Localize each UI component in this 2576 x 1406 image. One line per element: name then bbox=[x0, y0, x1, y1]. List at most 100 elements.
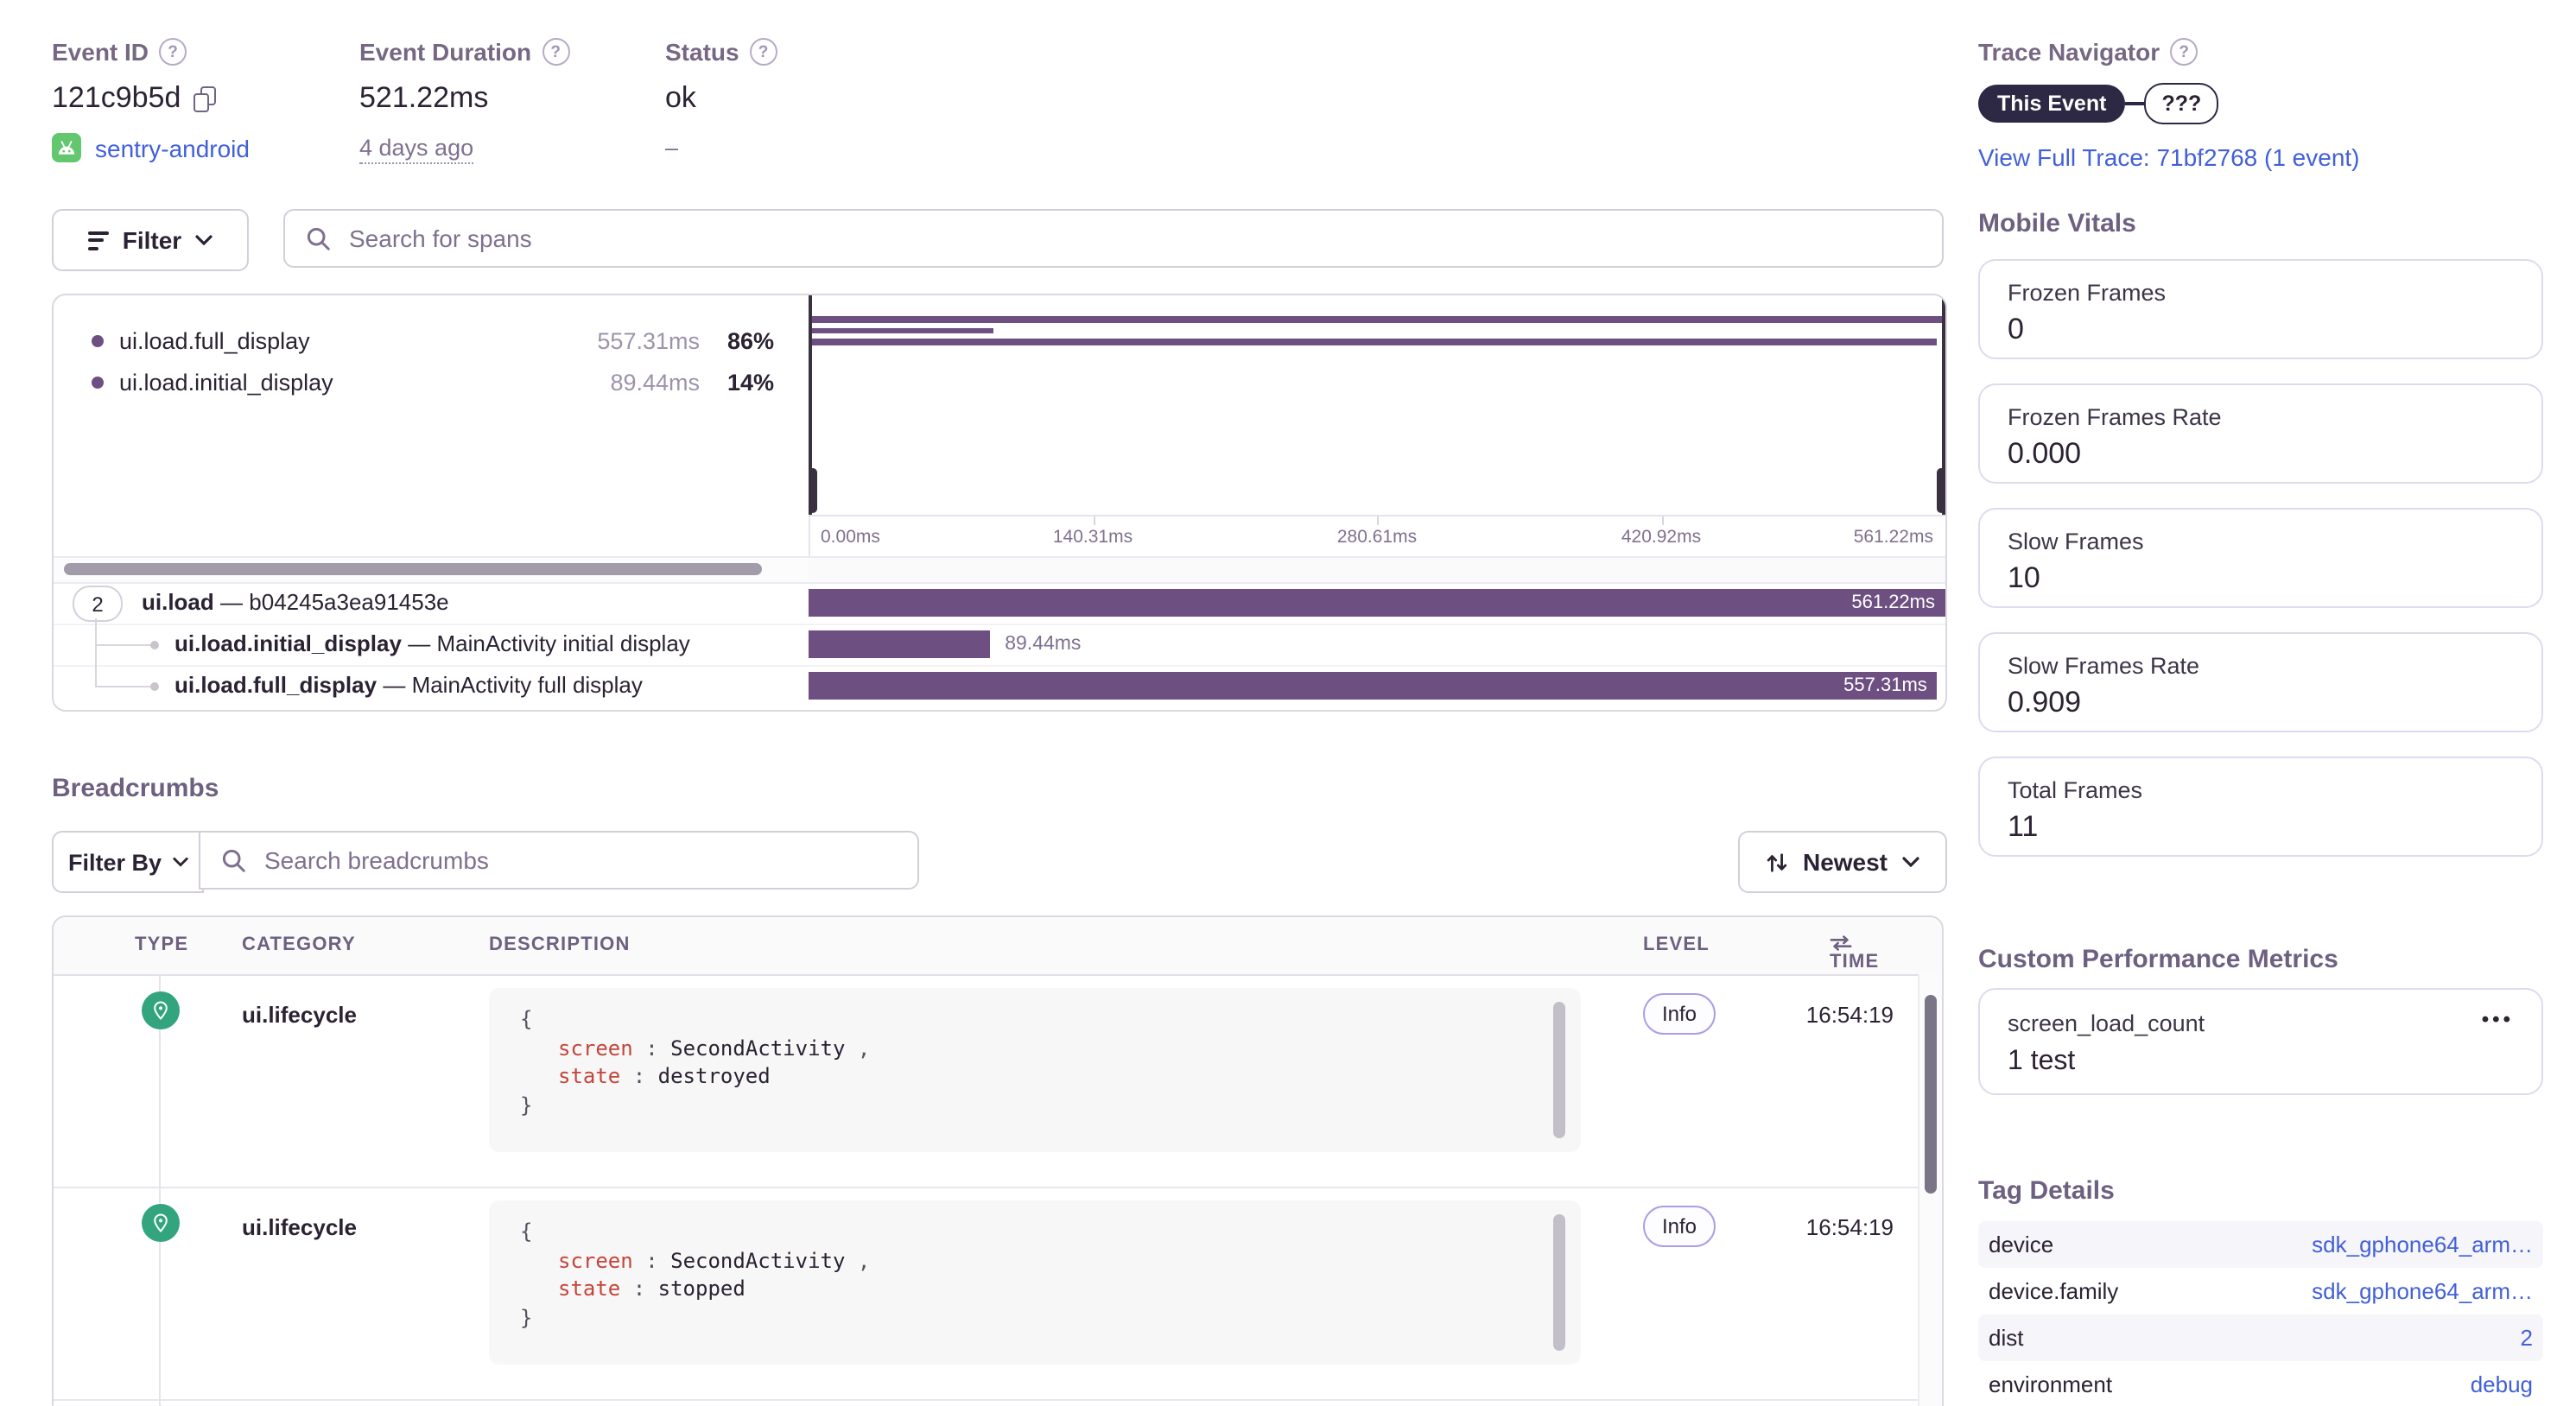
next-event-pill[interactable]: ??? bbox=[2144, 83, 2219, 124]
tag-row: dist 2 bbox=[1978, 1314, 2543, 1361]
overflow-menu-icon[interactable]: ••• bbox=[2481, 1007, 2514, 1031]
tree-connector bbox=[95, 686, 154, 687]
chevron-down-icon bbox=[172, 857, 187, 867]
vital-card: Total Frames 11 bbox=[1978, 757, 2543, 857]
trace-navigator: Trace Navigator? This Event ??? View Ful… bbox=[1978, 38, 2360, 171]
axis-label: 280.61ms bbox=[1336, 527, 1418, 548]
breadcrumb-code[interactable]: { screen : SecondActivity , state : stop… bbox=[489, 1200, 1581, 1365]
tree-connector-dot bbox=[150, 682, 159, 691]
tag-value[interactable]: 2 bbox=[2520, 1325, 2533, 1351]
code-scrollbar-thumb[interactable] bbox=[1553, 1002, 1565, 1138]
legend-duration: 557.31ms bbox=[597, 328, 700, 354]
spans-filter-button[interactable]: Filter bbox=[52, 209, 249, 271]
breadcrumbs-search[interactable] bbox=[199, 831, 919, 890]
axis-label: 140.31ms bbox=[1052, 527, 1133, 548]
help-icon[interactable]: ? bbox=[2170, 38, 2198, 66]
span-sep: — bbox=[220, 589, 244, 615]
project-link[interactable]: sentry-android bbox=[95, 134, 250, 162]
this-event-pill[interactable]: This Event bbox=[1978, 85, 2126, 123]
selection-right-edge[interactable] bbox=[1942, 295, 1945, 515]
location-pin-icon bbox=[142, 1204, 180, 1242]
col-type: TYPE bbox=[135, 934, 189, 955]
spans-search[interactable] bbox=[283, 209, 1944, 268]
col-level: LEVEL bbox=[1643, 934, 1710, 955]
android-icon bbox=[52, 133, 81, 162]
breadcrumbs-search-input[interactable] bbox=[261, 845, 897, 876]
code-scrollbar-thumb[interactable] bbox=[1553, 1214, 1565, 1351]
scrollbar-thumb[interactable] bbox=[1925, 995, 1937, 1194]
legend-duration: 89.44ms bbox=[610, 370, 700, 396]
location-pin-icon bbox=[142, 991, 180, 1029]
span-children-count[interactable]: 2 bbox=[73, 586, 123, 622]
vital-card: Slow Frames Rate 0.909 bbox=[1978, 632, 2543, 732]
breadcrumb-timeline bbox=[159, 974, 161, 1406]
help-icon[interactable]: ? bbox=[749, 38, 777, 66]
span-row[interactable]: ui.load.full_display — MainActivity full… bbox=[54, 665, 1945, 706]
chart-strip bbox=[809, 556, 1945, 584]
span-duration: 89.44ms bbox=[1005, 634, 1082, 655]
tag-value[interactable]: sdk_gphone64_arm… bbox=[2312, 1232, 2533, 1257]
breadcrumbs-sort-button[interactable]: Newest bbox=[1738, 831, 1947, 893]
legend-dot bbox=[92, 335, 104, 347]
copy-icon[interactable] bbox=[193, 86, 217, 111]
search-icon bbox=[222, 848, 245, 871]
span-row[interactable]: ui.load.initial_display — MainActivity i… bbox=[54, 624, 1945, 667]
level-badge[interactable]: Info bbox=[1643, 993, 1716, 1035]
legend-percent: 86% bbox=[726, 328, 774, 354]
level-badge[interactable]: Info bbox=[1643, 1206, 1716, 1247]
help-icon[interactable]: ? bbox=[542, 38, 570, 66]
legend-item[interactable]: ui.load.initial_display 89.44ms 14% bbox=[92, 370, 774, 396]
breadcrumb-row[interactable]: ui.lifecycle { screen : SecondActivity ,… bbox=[54, 1187, 1921, 1401]
status-value: ok bbox=[665, 81, 696, 114]
filter-by-label: Filter By bbox=[67, 849, 162, 875]
scrollbar-thumb[interactable] bbox=[64, 563, 762, 575]
span-bar[interactable] bbox=[809, 630, 990, 658]
tag-value[interactable]: debug bbox=[2470, 1371, 2533, 1397]
selection-right-handle[interactable] bbox=[1937, 468, 1945, 513]
chevron-down-icon bbox=[195, 235, 213, 245]
tag-row: device.family sdk_gphone64_arm… bbox=[1978, 1268, 2543, 1314]
selection-left-handle[interactable] bbox=[809, 468, 817, 513]
legend-item[interactable]: ui.load.full_display 557.31ms 86% bbox=[92, 328, 774, 354]
minimap[interactable] bbox=[809, 295, 1945, 515]
span-sep: — bbox=[383, 672, 406, 698]
spans-search-input[interactable] bbox=[346, 223, 1921, 254]
breadcrumbs-scrollbar[interactable] bbox=[1918, 974, 1942, 1406]
span-description: MainActivity initial display bbox=[436, 630, 690, 656]
span-row[interactable]: 2 ui.load — b04245a3ea91453e 561.22ms bbox=[54, 582, 1945, 625]
breadcrumbs-table-header: TYPE CATEGORY DESCRIPTION LEVEL TIME bbox=[54, 917, 1942, 976]
mobile-vitals-title: Mobile Vitals bbox=[1978, 209, 2136, 238]
axis-tick bbox=[1661, 516, 1663, 525]
breadcrumb-row[interactable]: ui.lifecycle { screen : SecondActivity ,… bbox=[54, 974, 1921, 1188]
breadcrumbs-table: TYPE CATEGORY DESCRIPTION LEVEL TIME ui.… bbox=[52, 915, 1944, 1406]
vital-value: 11 bbox=[2008, 810, 2039, 843]
breadcrumb-code[interactable]: { screen : SecondActivity , state : dest… bbox=[489, 988, 1581, 1152]
chevron-down-icon bbox=[1901, 857, 1919, 867]
tag-details-title: Tag Details bbox=[1978, 1176, 2115, 1206]
tag-value[interactable]: sdk_gphone64_arm… bbox=[2312, 1278, 2533, 1304]
vital-label: Slow Frames bbox=[2008, 529, 2144, 554]
breadcrumbs-filter-by-button[interactable]: Filter By bbox=[52, 831, 204, 893]
breadcrumbs-title: Breadcrumbs bbox=[52, 774, 219, 803]
custom-metrics-title: Custom Performance Metrics bbox=[1978, 945, 2338, 974]
help-icon[interactable]: ? bbox=[159, 38, 187, 66]
col-time[interactable]: TIME bbox=[1830, 934, 1878, 972]
axis-tick bbox=[1093, 516, 1094, 525]
axis-label: 561.22ms bbox=[1853, 527, 1933, 548]
event-age[interactable]: 4 days ago bbox=[359, 135, 474, 164]
vital-label: Frozen Frames Rate bbox=[2008, 404, 2222, 430]
vital-label: Frozen Frames bbox=[2008, 280, 2167, 306]
breadcrumb-row[interactable]: ui.lifecycle { Info 16:54:18 bbox=[54, 1399, 1921, 1406]
span-bar[interactable]: 561.22ms bbox=[809, 589, 1945, 617]
legend-name: ui.load.initial_display bbox=[119, 370, 333, 396]
view-full-trace-link[interactable]: View Full Trace: 71bf2768 (1 event) bbox=[1978, 143, 2360, 171]
tree-horizontal-scrollbar[interactable] bbox=[54, 556, 809, 584]
span-bar[interactable]: 557.31ms bbox=[809, 672, 1938, 700]
span-description: b04245a3ea91453e bbox=[249, 589, 449, 615]
custom-metric-card: screen_load_count ••• 1 test bbox=[1978, 988, 2543, 1095]
selection-left-edge[interactable] bbox=[809, 295, 812, 515]
breadcrumb-category: ui.lifecycle bbox=[242, 1214, 357, 1240]
axis-tick bbox=[1377, 516, 1379, 525]
vital-card: Slow Frames 10 bbox=[1978, 508, 2543, 608]
